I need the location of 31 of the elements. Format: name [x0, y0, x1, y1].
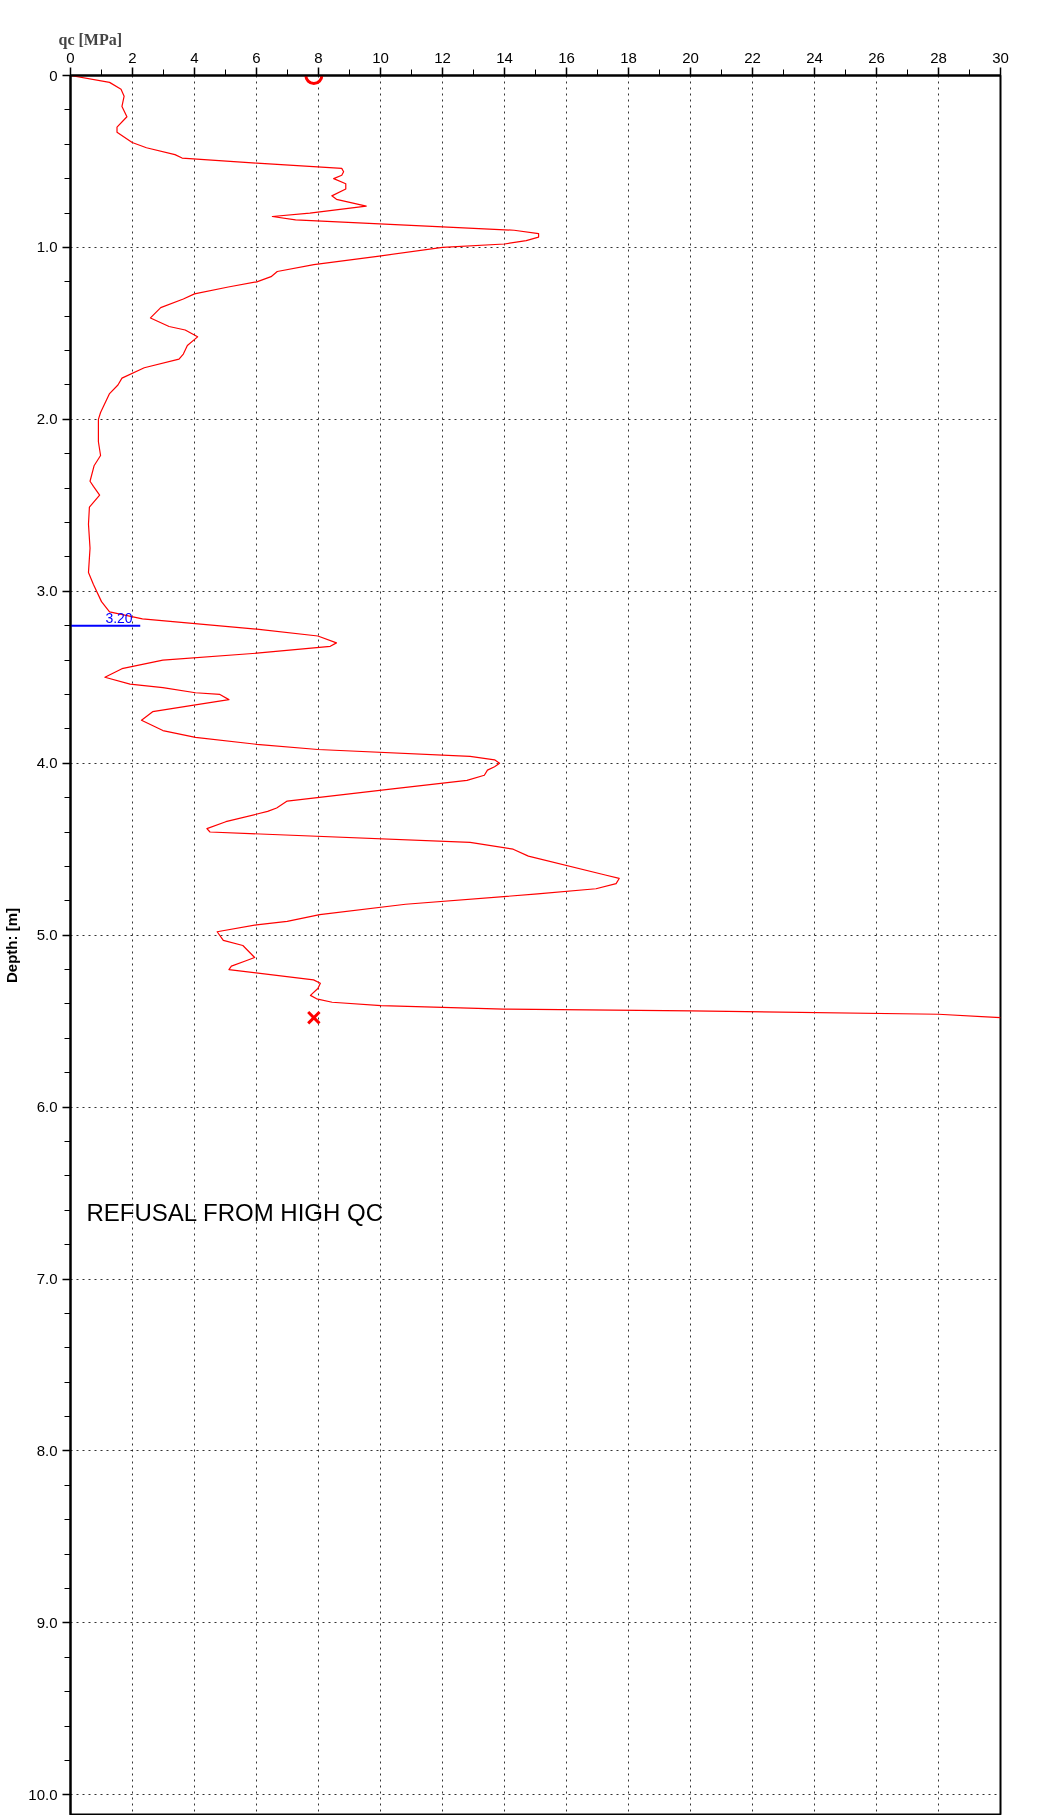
y-tick-label: 9.0: [36, 1613, 58, 1631]
y-axis-title: Depth: [m]: [3, 907, 21, 983]
y-tick-label: 1.0: [36, 238, 58, 256]
x-tick-label: 8: [314, 48, 323, 66]
x-tick-label: 28: [930, 48, 947, 66]
x-tick-label: 10: [372, 48, 389, 66]
x-tick-label: 12: [434, 48, 451, 66]
y-tick-label: 0: [49, 66, 58, 84]
x-tick-label: 2: [128, 48, 137, 66]
y-tick-label: 3.0: [36, 582, 58, 600]
x-tick-label: 20: [682, 48, 699, 66]
y-tick-label: 6.0: [36, 1098, 58, 1116]
y-tick-label: 4.0: [36, 754, 58, 772]
x-tick-label: 0: [66, 48, 75, 66]
x-tick-label: 30: [992, 48, 1009, 66]
x-tick-label: 16: [558, 48, 575, 66]
y-tick-label: 8.0: [36, 1441, 58, 1459]
annotation: REFUSAL FROM HIGH QC: [86, 1198, 383, 1226]
x-tick-label: 14: [496, 48, 513, 66]
x-tick-label: 26: [868, 48, 885, 66]
x-tick-label: 4: [190, 48, 199, 66]
y-tick-label: 2.0: [36, 410, 58, 428]
y-tick-label: 10.0: [28, 1785, 58, 1803]
x-tick-label: 18: [620, 48, 637, 66]
y-tick-label: 7.0: [36, 1270, 58, 1288]
x-tick-label: 6: [252, 48, 261, 66]
x-axis-title: qc [MPa]: [58, 30, 123, 49]
x-tick-label: 22: [744, 48, 761, 66]
x-tick-label: 24: [806, 48, 823, 66]
y-tick-label: 5.0: [36, 926, 58, 944]
ref-line-label: 3.20: [105, 609, 133, 626]
